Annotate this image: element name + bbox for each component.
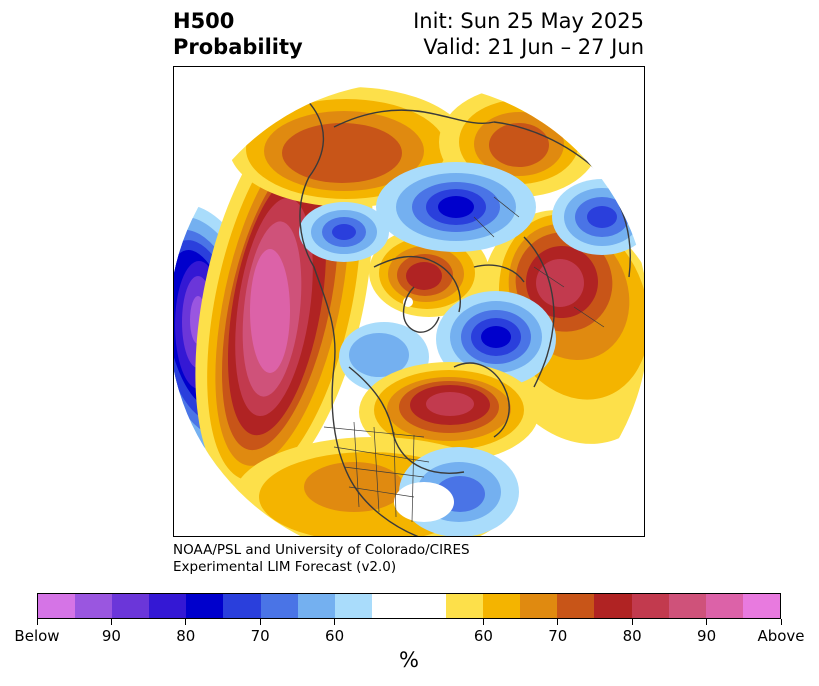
colorbar-tick [706, 619, 708, 625]
probability-map [174, 87, 644, 536]
credit-text: NOAA/PSL and University of Colorado/CIRE… [173, 542, 470, 576]
colorbar-above-segment [557, 594, 595, 618]
state-borders [323, 196, 605, 523]
colorbar-tick-label: Above [757, 627, 805, 645]
valid-range: Valid: 21 Jun – 27 Jun [423, 35, 644, 59]
coastlines [299, 96, 631, 536]
colorbar-tick [259, 619, 261, 625]
title-right: Init: Sun 25 May 2025 Valid: 21 Jun – 27… [413, 8, 644, 60]
colorbar-tick [557, 619, 559, 625]
colorbar-below-segment [75, 594, 113, 618]
colorbar-below-segment [297, 594, 335, 618]
colorbar-tick [482, 619, 484, 625]
colorbar-tick [36, 619, 38, 625]
colorbar-below-segment [112, 594, 150, 618]
init-date: Init: Sun 25 May 2025 [413, 9, 644, 33]
colorbar-below-segment [38, 594, 76, 618]
colorbar-above-segment [631, 594, 669, 618]
colorbar-below-segment [186, 594, 224, 618]
credit-line-1: NOAA/PSL and University of Colorado/CIRE… [173, 542, 470, 558]
europe-above-anomaly [479, 210, 644, 444]
colorbar-tick-label: 80 [176, 627, 196, 645]
colorbar-tick [334, 619, 336, 625]
title-left: H500 Probability [173, 8, 303, 60]
colorbar-above-segment [446, 594, 484, 618]
colorbar-below-segment [260, 594, 298, 618]
colorbar-above-segment [668, 594, 706, 618]
greenland-below-anomaly [376, 162, 536, 252]
colorbar-above-segment [705, 594, 743, 618]
colorbar-tick [780, 619, 782, 625]
colorbar-tick-label: 70 [250, 627, 270, 645]
western-canada-below-anomaly [299, 202, 389, 262]
colorbar-above-segment [520, 594, 558, 618]
variable-subtitle: Probability [173, 35, 303, 59]
colorbar-tick [110, 619, 112, 625]
colorbar-unit: % [399, 648, 419, 672]
mediterranean-above-anomaly [359, 362, 539, 462]
colorbar-tick-label: 60 [325, 627, 345, 645]
credit-line-2: Experimental LIM Forecast (v2.0) [173, 559, 397, 575]
colorbar-tick-label: 60 [473, 627, 493, 645]
colorbar-above-segment [742, 594, 780, 618]
colorbar-below-segment [149, 594, 187, 618]
colorbar-tick-label: Below [14, 627, 60, 645]
map-panel [173, 66, 645, 537]
colorbar-tick [185, 619, 187, 625]
colorbar-tick-label: 90 [101, 627, 121, 645]
variable-title: H500 [173, 9, 235, 33]
colorbar-above-segment [483, 594, 521, 618]
colorbar-tick-label: 80 [622, 627, 642, 645]
colorbar-below-segment [334, 594, 372, 618]
colorbar-tick-label: 90 [697, 627, 717, 645]
colorbar-tick [631, 619, 633, 625]
colorbar-neutral-segment [371, 594, 447, 618]
colorbar [37, 593, 781, 619]
colorbar-above-segment [594, 594, 632, 618]
colorbar-below-segment [223, 594, 261, 618]
colorbar-tick-label: 70 [548, 627, 568, 645]
